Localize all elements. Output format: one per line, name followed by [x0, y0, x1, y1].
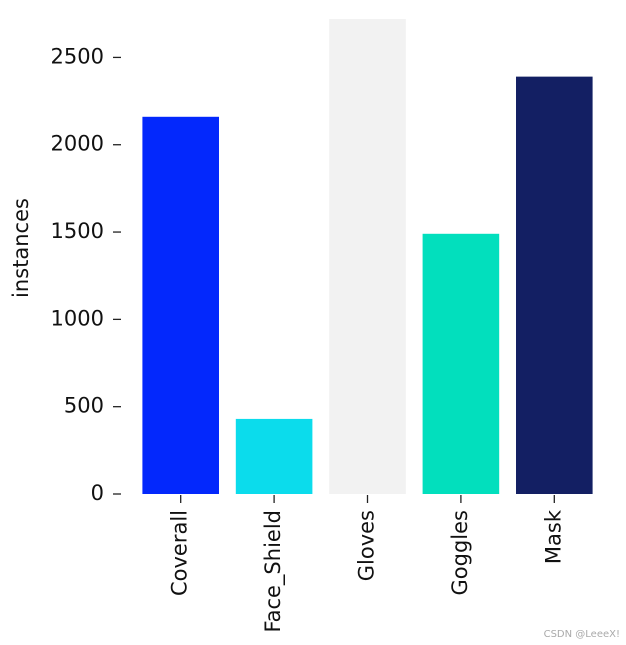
bar — [516, 76, 593, 495]
watermark: CSDN @LeeeX! — [544, 629, 620, 640]
bar — [422, 233, 500, 494]
x-tick-label: Gloves — [355, 510, 379, 581]
bar — [235, 418, 313, 494]
x-tick-label: Face_Shield — [261, 510, 286, 633]
x-tick-label: Coverall — [168, 510, 192, 596]
y-tick-label: 2500 — [51, 44, 104, 68]
bar — [329, 19, 406, 494]
y-axis-label: instances — [9, 198, 33, 298]
y-tick-label: 500 — [64, 394, 104, 418]
x-tick-label: Goggles — [448, 510, 472, 595]
bar — [142, 116, 219, 494]
y-tick-label: 1500 — [51, 219, 104, 243]
y-tick-label: 2000 — [51, 132, 104, 156]
x-tick-label: Mask — [541, 509, 565, 564]
y-tick-label: 0 — [91, 481, 104, 505]
y-tick-label: 1000 — [51, 306, 104, 330]
